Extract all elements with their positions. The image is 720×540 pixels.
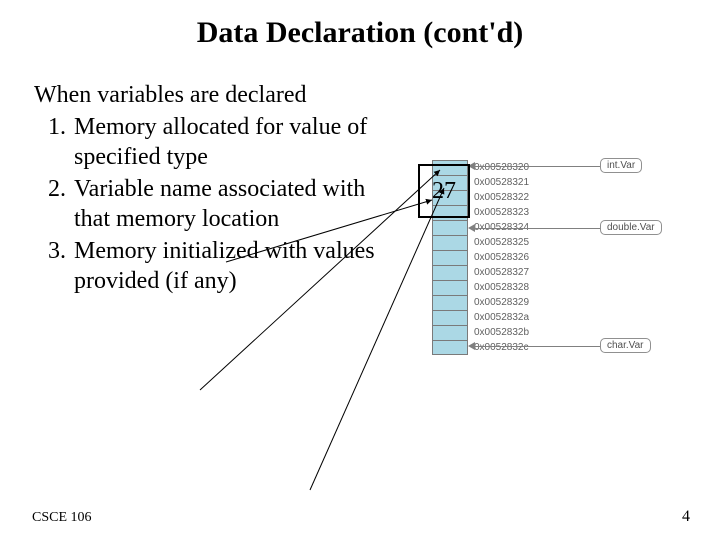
item-number: 2. [34,174,74,234]
item-number: 1. [34,112,74,172]
label-arrow-head [468,224,475,232]
footer-course: CSCE 106 [32,510,92,526]
memory-address: 0x00528325 [474,237,529,248]
memory-row: 0x0052832b [432,325,529,340]
label-arrow-line [475,228,600,229]
memory-address: 0x00528321 [474,177,529,188]
memory-address: 0x00528329 [474,297,529,308]
variable-label: char.Var [600,338,651,353]
content-block: When variables are declared 1. Memory al… [34,80,394,296]
memory-address: 0x00528322 [474,192,529,203]
value-box: 27 [418,164,470,218]
memory-cell [432,235,468,250]
memory-row: 0x00528325 [432,235,529,250]
slide-title: Data Declaration (cont'd) [0,0,720,50]
footer-page: 4 [682,508,690,526]
memory-address: 0x00528320 [474,162,529,173]
memory-row: 0x00528329 [432,295,529,310]
memory-row: 0x00528326 [432,250,529,265]
label-arrow-line [475,166,600,167]
memory-cell [432,340,468,355]
label-arrow-line [475,346,600,347]
memory-address: 0x0052832a [474,312,529,323]
memory-address: 0x00528328 [474,282,529,293]
variable-label: int.Var [600,158,642,173]
variable-label: double.Var [600,220,662,235]
list-item: 2. Variable name associated with that me… [34,174,394,234]
memory-row: 0x00528327 [432,265,529,280]
memory-address: 0x00528323 [474,207,529,218]
item-text: Memory initialized with values provided … [74,236,394,296]
list-item: 3. Memory initialized with values provid… [34,236,394,296]
memory-cell [432,220,468,235]
memory-cell [432,250,468,265]
item-text: Memory allocated for value of specified … [74,112,394,172]
memory-row: 0x0052832a [432,310,529,325]
memory-cell [432,280,468,295]
memory-cell [432,310,468,325]
list-item: 1. Memory allocated for value of specifi… [34,112,394,172]
memory-address: 0x00528326 [474,252,529,263]
memory-row: 0x0052832c [432,340,529,355]
memory-address: 0x0052832c [474,342,529,353]
intro-line: When variables are declared [34,80,394,110]
memory-row: 0x00528328 [432,280,529,295]
memory-address: 0x00528327 [474,267,529,278]
item-number: 3. [34,236,74,296]
memory-cell [432,295,468,310]
memory-address: 0x0052832b [474,327,529,338]
label-arrow-head [468,342,475,350]
item-text: Variable name associated with that memor… [74,174,394,234]
memory-cell [432,265,468,280]
memory-cell [432,325,468,340]
